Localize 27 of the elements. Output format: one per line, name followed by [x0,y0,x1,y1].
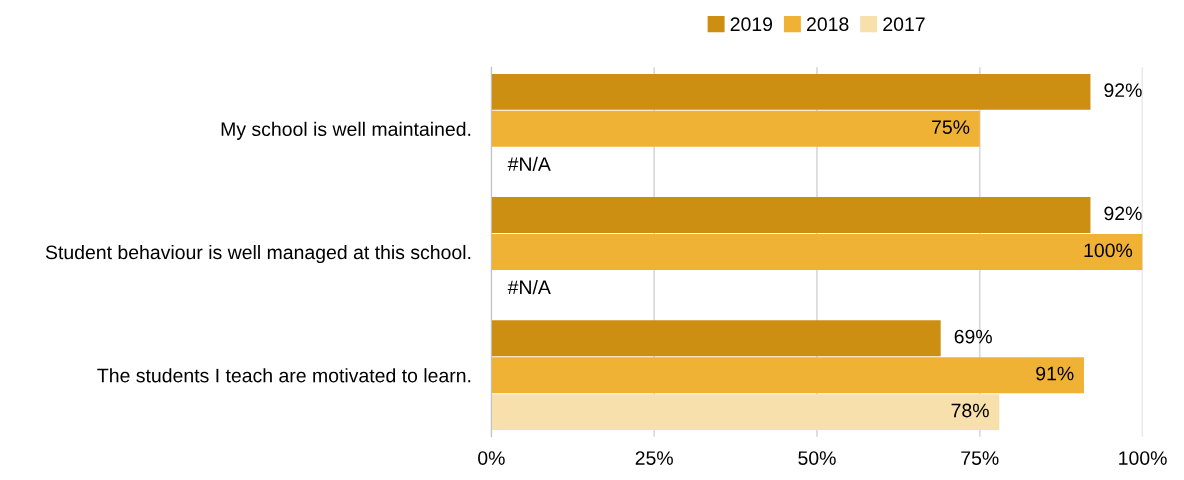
data-label: 92% [1104,206,1142,221]
data-label: 78% [951,403,989,418]
text: #N/A [507,279,551,295]
y-tick-label: The students I teach are motivated to learn. [97,368,471,383]
bar [491,357,1084,394]
x-tick-label: 50% [798,451,836,465]
data-label: 92% [1104,83,1142,98]
data-label: 75% [932,120,970,135]
legend-label: 2018 [807,17,849,32]
data-label: 69% [954,329,992,344]
x-tick-label: 100% [1119,451,1167,465]
bar [491,234,1143,270]
legend-label: 2019 [730,17,773,32]
bar [491,110,980,147]
x-tick-label: 75% [961,451,999,465]
x-tick-label: 25% [635,451,673,465]
data-label: 100% [1084,243,1133,258]
bar [491,73,1091,110]
x-tick-label: 0% [478,451,505,465]
text: #N/A [507,156,551,171]
bar [491,394,1000,431]
legend-label: 2017 [883,17,925,32]
y-tick-label: Student behaviour is well managed at this school. [45,244,471,264]
data-label: 91% [1036,366,1074,381]
bar [491,320,941,357]
bar [491,197,1091,233]
y-tick-label: My school is well maintained. [221,121,471,140]
